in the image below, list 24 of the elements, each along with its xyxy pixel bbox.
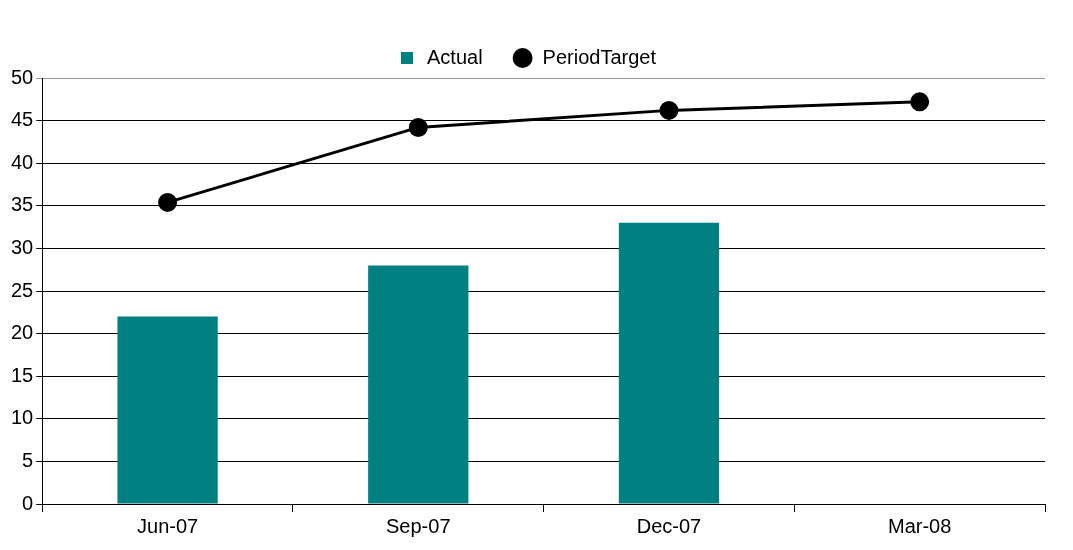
y-tick-label: 45: [11, 108, 34, 131]
x-tick-label: Jun-07: [137, 514, 199, 537]
bar: [618, 222, 720, 504]
bar: [117, 316, 218, 504]
point: [659, 100, 679, 120]
x-tick-label: Sep-07: [386, 514, 451, 537]
y-tick-label: 0: [22, 491, 34, 514]
y-tick-label: 40: [11, 150, 34, 173]
y-tick-label: 20: [11, 321, 34, 344]
y-tick-label: 35: [11, 193, 34, 216]
bar: [368, 265, 469, 504]
y-tick-label: 5: [22, 448, 34, 471]
y-tick-label: 25: [11, 278, 34, 301]
point: [910, 92, 930, 112]
y-tick-label: 10: [11, 406, 34, 429]
y-tick-label: 15: [11, 363, 34, 386]
x-tick-label: Mar-08: [887, 514, 952, 537]
y-tick-label: 50: [11, 65, 34, 88]
point: [158, 192, 178, 212]
x-tick-label: Dec-07: [636, 514, 702, 537]
y-tick-label: 30: [11, 235, 34, 258]
legend-label: PeriodTarget: [542, 45, 657, 68]
point: [408, 117, 428, 137]
legend-label: Actual: [427, 45, 483, 68]
